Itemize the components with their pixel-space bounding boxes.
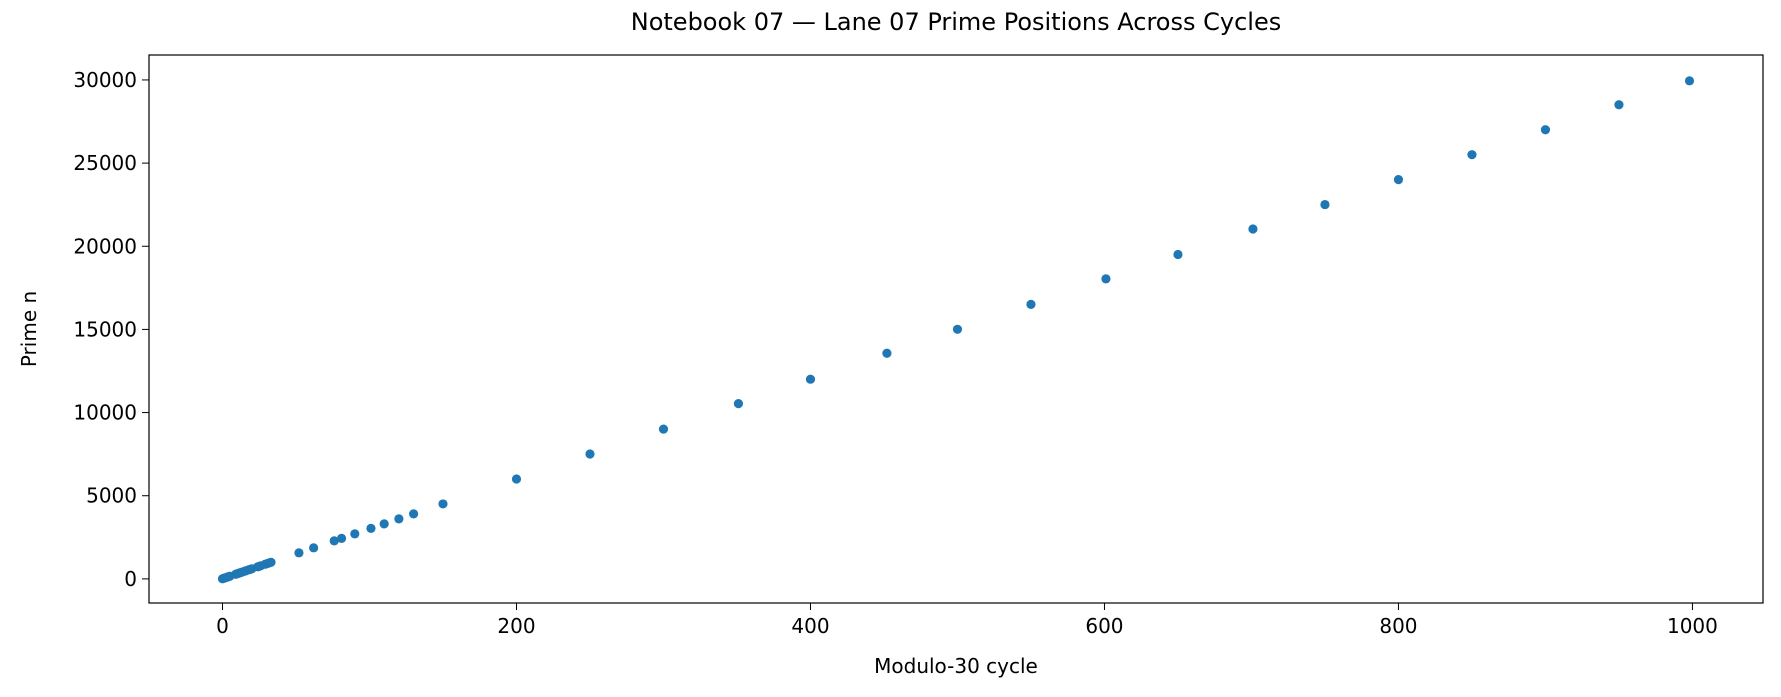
scatter-point [1320,199,1330,210]
scatter-point [952,324,963,334]
plot-frame [148,54,1764,604]
scatter-point [585,449,595,459]
scatter-point [336,533,347,543]
x-tick-label: 1000 [1667,614,1718,638]
scatter-point [1248,224,1258,234]
x-tick-label: 0 [216,614,229,638]
scatter-point [266,557,276,567]
scatter-point [294,548,304,558]
scatter-point [1101,274,1111,284]
y-tick-label: 10000 [73,401,137,425]
scatter-point [1540,125,1551,135]
scatter-point [408,509,419,519]
x-tick-label: 800 [1379,614,1417,638]
scatter-point [1614,100,1624,110]
scatter-point [394,514,404,524]
scatter-point [366,523,376,533]
scatter-point [438,499,448,509]
y-tick-label: 30000 [73,68,137,92]
x-tick-label: 200 [497,614,535,638]
scatter-point [1684,76,1695,86]
scatter-point [350,529,360,539]
scatter-point [1467,150,1477,160]
x-axis-label: Modulo-30 cycle [874,654,1038,678]
y-tick-label: 0 [124,567,137,591]
scatter-point [379,519,389,529]
scatter-point [805,374,816,384]
scatter-point [733,399,744,409]
y-tick-label: 15000 [73,317,137,341]
scatter-point [1173,249,1183,260]
scatter-point [329,536,339,546]
y-tick-label: 20000 [73,234,137,258]
chart-title: Notebook 07 — Lane 07 Prime Positions Ac… [631,8,1281,36]
scatter-point [658,424,669,434]
scatter-point [1026,299,1036,309]
scatter-point [882,348,892,358]
scatter-point [511,474,522,484]
y-axis-label: Prime n [17,291,41,367]
scatter-point [1393,175,1404,185]
x-tick-label: 400 [791,614,829,638]
x-tick-label: 600 [1085,614,1123,638]
y-tick-label: 5000 [86,484,137,508]
y-tick-label: 25000 [73,151,137,175]
scatter-point [309,543,319,553]
